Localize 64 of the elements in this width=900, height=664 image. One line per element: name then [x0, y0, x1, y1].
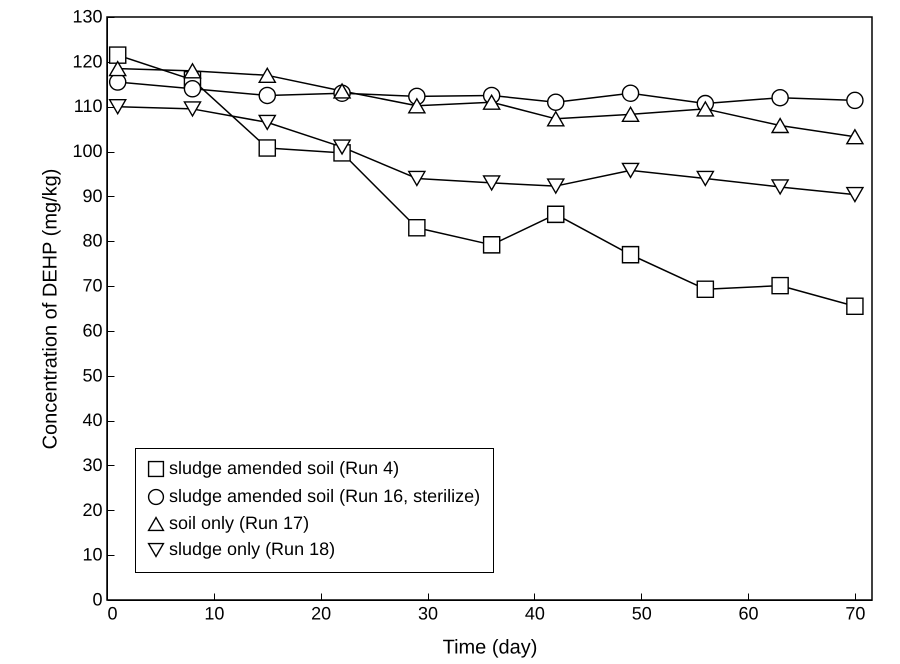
y-tick-label: 30	[82, 454, 102, 475]
x-axis-title: Time (day)	[442, 636, 538, 658]
point	[546, 111, 565, 126]
x-tick-label: 20	[311, 604, 332, 624]
point	[258, 114, 276, 130]
point	[771, 88, 789, 106]
x-tick-label: 0	[108, 604, 118, 624]
legend-label: sludge only (Run 18)	[169, 539, 336, 559]
point	[184, 101, 202, 117]
point	[333, 139, 351, 155]
point	[408, 170, 426, 186]
x-tick-label: 40	[524, 604, 545, 624]
point	[408, 219, 426, 237]
legend-label: soil only (Run 17)	[169, 513, 310, 533]
y-tick-label: 110	[74, 96, 102, 116]
point	[846, 92, 864, 110]
point	[846, 129, 864, 144]
point	[771, 179, 789, 195]
y-tick-label: 0	[92, 590, 102, 610]
point	[696, 280, 714, 298]
y-tick-label: 50	[82, 365, 102, 386]
point	[622, 106, 640, 122]
y-tick-label: 10	[82, 544, 102, 565]
point	[771, 118, 789, 134]
point	[482, 175, 500, 191]
x-tick-label: 50	[632, 604, 652, 624]
point	[184, 63, 202, 78]
y-tick-label: 120	[72, 51, 102, 72]
y-tick-label: 20	[82, 500, 102, 520]
point	[108, 60, 126, 76]
point	[622, 246, 640, 264]
point	[546, 206, 565, 224]
point	[546, 93, 565, 111]
y-tick-label: 80	[82, 230, 102, 251]
point	[108, 99, 126, 114]
y-axis-title: Concentration of DEHP (mg/kg)	[39, 168, 62, 450]
point	[482, 236, 500, 254]
point	[184, 80, 202, 98]
point	[258, 86, 276, 104]
point	[696, 101, 714, 117]
point	[846, 186, 864, 202]
x-tick-label: 70	[845, 604, 866, 624]
x-tick-label: 30	[418, 604, 438, 624]
x-tick-label: 60	[738, 604, 759, 624]
point	[258, 139, 276, 157]
point	[108, 46, 126, 64]
y-tick-label: 100	[72, 141, 102, 162]
y-tick-label: 130	[72, 6, 102, 26]
point	[546, 178, 565, 194]
y-tick-label: 90	[82, 186, 102, 206]
point	[258, 68, 276, 83]
point	[482, 94, 500, 110]
point	[622, 162, 640, 178]
y-tick-label: 70	[82, 276, 102, 296]
legend-label: sludge amended soil (Run 16, sterilize)	[169, 486, 480, 506]
point	[696, 170, 714, 186]
legend-label: sludge amended soil (Run 4)	[169, 458, 400, 478]
point	[408, 98, 426, 114]
point	[846, 297, 864, 316]
y-tick-label: 40	[82, 410, 102, 430]
y-tick-label: 60	[82, 320, 102, 340]
x-tick-label: 10	[204, 604, 224, 624]
point	[771, 276, 789, 294]
point	[622, 84, 640, 102]
